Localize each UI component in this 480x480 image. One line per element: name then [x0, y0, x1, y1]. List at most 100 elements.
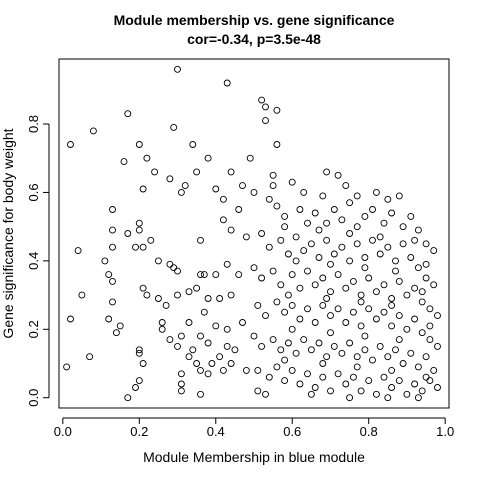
data-point — [273, 202, 281, 210]
data-point — [392, 346, 399, 354]
data-point — [288, 366, 296, 374]
data-point — [67, 315, 74, 323]
data-point — [369, 236, 376, 244]
data-point — [258, 342, 266, 350]
data-point — [181, 182, 189, 190]
data-point — [311, 281, 319, 289]
data-point — [185, 353, 193, 361]
data-point — [414, 363, 422, 371]
data-point — [411, 380, 419, 388]
data-point — [434, 342, 441, 350]
data-point — [353, 353, 361, 361]
data-point — [177, 332, 185, 340]
data-point — [200, 308, 208, 316]
data-point — [262, 390, 269, 398]
data-point — [135, 141, 143, 148]
data-point — [395, 277, 403, 285]
data-point — [353, 240, 361, 248]
y-axis: 0.0 0.2 0.4 0.6 0.8 — [26, 115, 50, 407]
data-point — [281, 212, 289, 220]
data-point — [422, 373, 430, 381]
data-point — [430, 366, 438, 374]
data-point — [403, 325, 411, 333]
y-tick-label: 0.2 — [26, 320, 41, 338]
data-point — [277, 236, 285, 244]
data-point — [430, 281, 438, 289]
data-point — [323, 219, 331, 227]
data-point — [170, 264, 178, 272]
data-point — [384, 195, 392, 203]
data-point — [200, 271, 208, 279]
data-point — [384, 243, 392, 251]
x-tick-label: 1.0 — [436, 424, 454, 439]
data-point — [174, 65, 181, 73]
data-point — [327, 260, 334, 268]
data-point — [418, 288, 426, 296]
data-point — [135, 346, 143, 354]
data-point — [139, 185, 147, 193]
data-point — [426, 336, 434, 344]
data-point — [372, 188, 380, 196]
data-point — [227, 291, 235, 299]
data-point — [361, 212, 369, 220]
data-point — [101, 257, 109, 265]
x-axis: 0.0 0.2 0.4 0.6 0.8 1.0 — [54, 417, 454, 439]
data-point — [334, 370, 342, 378]
data-point — [177, 188, 185, 196]
data-point — [296, 284, 304, 292]
data-point — [422, 274, 430, 282]
data-point — [353, 192, 361, 200]
data-point — [319, 301, 327, 309]
data-point — [193, 360, 201, 367]
data-point — [315, 339, 323, 347]
data-point — [392, 257, 399, 265]
data-point — [407, 212, 415, 220]
data-point — [403, 390, 411, 398]
data-point — [193, 168, 201, 176]
data-point — [250, 188, 258, 196]
data-point — [235, 206, 243, 213]
data-point — [262, 103, 269, 111]
data-point — [315, 254, 323, 261]
data-point — [319, 360, 327, 367]
chart-subtitle: cor=-0.34, p=3.5e-48 — [187, 31, 321, 47]
data-point — [105, 315, 113, 323]
data-point — [109, 298, 116, 306]
data-point — [307, 346, 315, 354]
data-point — [208, 360, 216, 367]
data-point — [258, 274, 266, 282]
data-point — [380, 373, 388, 381]
data-point — [281, 308, 289, 316]
data-point — [296, 315, 304, 323]
x-axis-label: Module Membership in blue module — [143, 449, 365, 465]
data-point — [395, 336, 403, 344]
data-point — [361, 346, 369, 354]
data-point — [304, 305, 311, 313]
data-point — [197, 236, 204, 244]
data-point — [365, 305, 373, 313]
data-point — [109, 226, 116, 234]
data-point — [78, 291, 86, 299]
data-point — [204, 370, 212, 378]
data-point — [216, 295, 224, 302]
data-point — [269, 267, 277, 275]
data-point — [323, 295, 331, 302]
data-point — [212, 271, 220, 279]
data-point — [124, 110, 132, 118]
data-point — [246, 154, 254, 162]
data-point — [407, 254, 415, 261]
data-point — [426, 322, 434, 330]
data-point — [369, 356, 376, 364]
data-point — [411, 284, 419, 292]
data-point — [284, 339, 292, 347]
y-axis-label: Gene significance for body weight — [0, 128, 16, 338]
data-point — [342, 182, 350, 190]
data-point — [346, 394, 354, 402]
data-point — [380, 219, 388, 227]
data-point — [353, 223, 361, 231]
data-point — [231, 346, 239, 354]
data-point — [372, 315, 380, 323]
data-point — [323, 236, 331, 244]
data-point — [349, 277, 357, 285]
